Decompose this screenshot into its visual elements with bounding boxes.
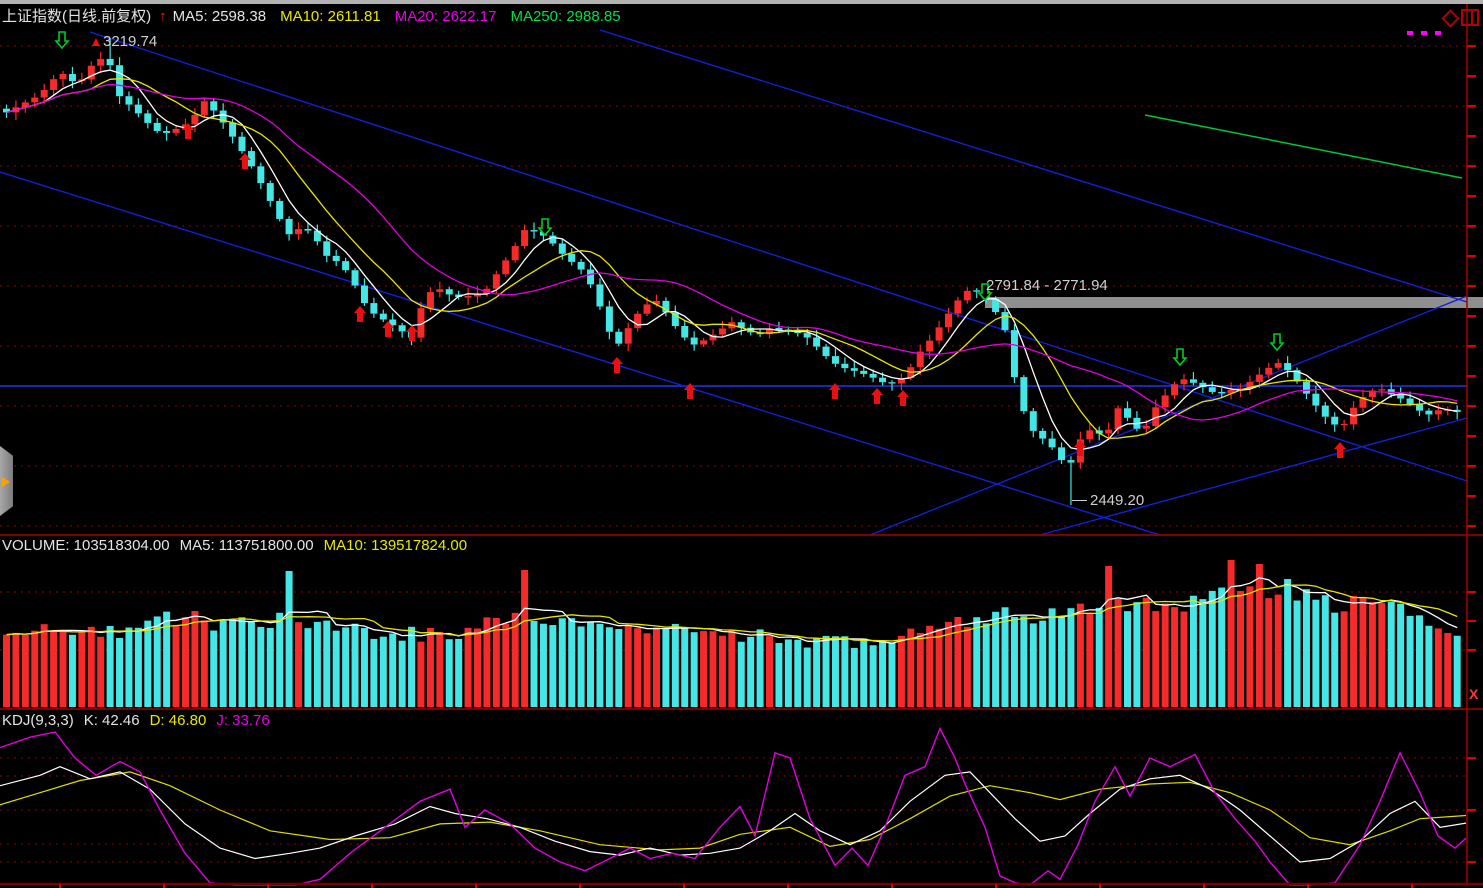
volume-header: VOLUME: 103518304.00 MA5: 113751800.00 MA1… [2, 537, 481, 554]
high-marker-icon [92, 37, 100, 46]
high-price-label: 3219.74 [92, 33, 157, 50]
top-toolbar-strip [0, 0, 1483, 4]
kdj-d-value: D: 46.80 [149, 712, 207, 729]
low-pointer-line [1072, 500, 1087, 501]
expand-arrow-icon [2, 477, 10, 487]
volume-value: VOLUME: 103518304.00 [2, 537, 170, 554]
kdj-k-value: K: 42.46 [83, 712, 140, 729]
volume-ma10-value: MA10: 139517824.00 [323, 537, 468, 554]
panel-expand-handle[interactable] [0, 446, 13, 516]
low-price-label: 2449.20 [1072, 492, 1144, 509]
kdj-j-value: J: 33.76 [216, 712, 270, 729]
main-chart-header: 上证指数(日线.前复权) ↑ MA5: 2598.38 MA10: 2611.81 MA… [2, 5, 635, 26]
panel-close-icon[interactable]: X [1469, 686, 1479, 702]
gap-range-label: 2791.84 - 2771.94 [986, 277, 1108, 294]
trend-up-arrow-icon: ↑ [159, 8, 167, 25]
volume-ma5-value: MA5: 113751800.00 [179, 537, 314, 554]
ma5-value: MA5: 2598.38 [172, 8, 267, 25]
ma250-value: MA250: 2988.85 [510, 8, 621, 25]
more-menu-icon[interactable] [1407, 31, 1441, 35]
window-restore-icon[interactable] [1461, 9, 1479, 26]
symbol-title: 上证指数(日线.前复权) [2, 8, 152, 25]
kdj-indicator-label: KDJ(9,3,3) [2, 712, 74, 729]
ma20-value: MA20: 2622.17 [394, 8, 497, 25]
kdj-header: KDJ(9,3,3) K: 42.46 D: 46.80 J: 33.76 [2, 712, 284, 729]
ma10-value: MA10: 2611.81 [280, 8, 381, 25]
